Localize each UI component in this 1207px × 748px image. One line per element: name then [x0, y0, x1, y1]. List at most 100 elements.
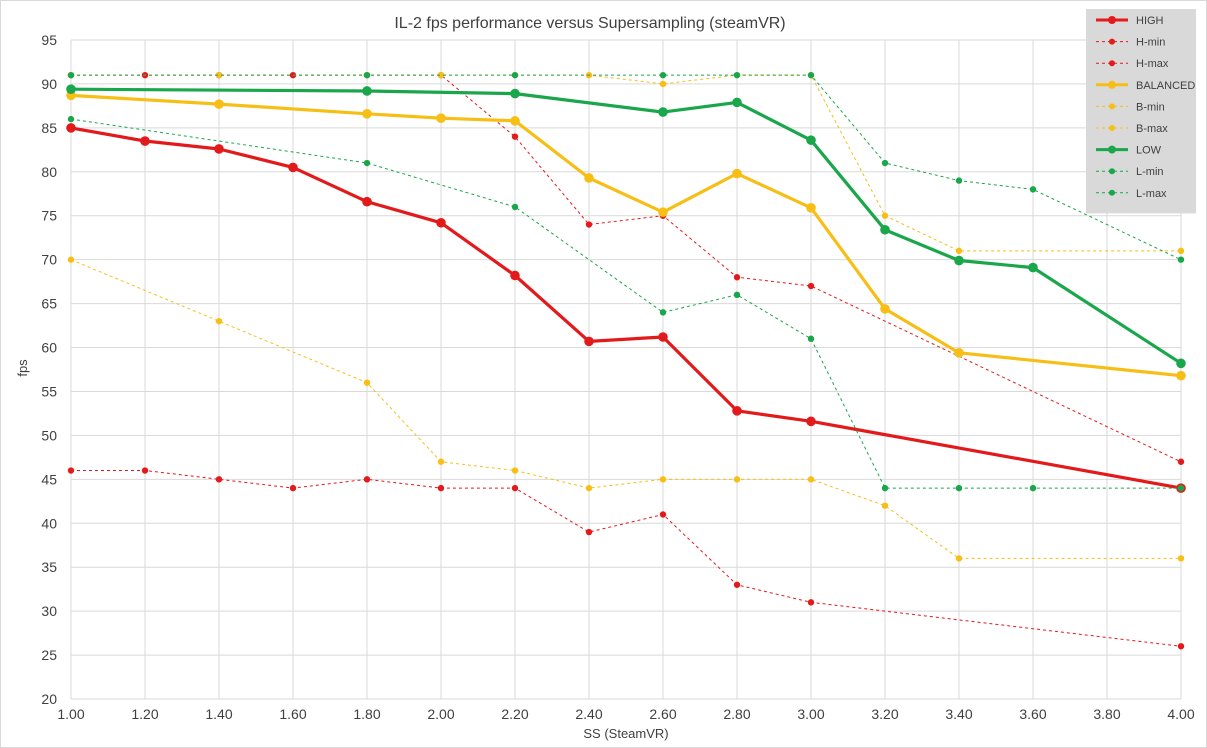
data-point — [67, 256, 75, 263]
axes: 20 25 30 35 40 45 50 55 60 65 70 75 80 85 90 95 1.00 1.20… — [41, 32, 1194, 722]
data-point — [67, 467, 75, 474]
data-point — [1176, 370, 1186, 381]
x-tick-label: 3.80 — [1093, 706, 1120, 722]
data-point — [362, 86, 372, 96]
data-point — [807, 71, 815, 79]
series-balanced — [66, 90, 1186, 381]
legend-item-h-min: H-min — [1096, 37, 1165, 49]
data-point — [436, 217, 446, 228]
data-point — [807, 599, 815, 606]
data-point — [215, 476, 223, 483]
data-point — [289, 484, 297, 492]
data-point — [732, 168, 742, 179]
data-point — [881, 502, 889, 509]
data-point — [806, 135, 816, 145]
legend: HIGH H-min H-max BALANCED B-min B-max LOW L-min… — [1086, 9, 1196, 214]
data-point — [807, 476, 815, 483]
legend-item-high: HIGH — [1096, 15, 1164, 27]
legend-item-h-max: H-max — [1096, 58, 1169, 70]
series-line — [70, 93, 1182, 378]
series-line — [70, 126, 1182, 490]
data-point — [732, 405, 742, 416]
data-point — [1029, 186, 1037, 193]
data-point — [1177, 247, 1185, 255]
data-point — [288, 162, 298, 173]
data-point — [880, 304, 890, 314]
data-point — [362, 109, 372, 119]
data-point — [880, 224, 890, 235]
data-point — [807, 335, 815, 342]
data-point — [659, 309, 667, 316]
legend-label: L-min — [1136, 166, 1164, 178]
data-point — [659, 71, 667, 79]
data-point — [363, 71, 371, 79]
legend-item-balanced: BALANCED — [1096, 80, 1195, 92]
legend-label: H-min — [1136, 37, 1165, 49]
x-tick-label: 3.20 — [871, 706, 898, 722]
legend-swatch-marker — [1108, 16, 1116, 24]
data-point — [585, 528, 593, 536]
series-b-min — [67, 256, 1185, 562]
data-point — [511, 203, 519, 211]
data-point — [1177, 555, 1185, 562]
x-tick-label: 3.40 — [945, 706, 972, 722]
legend-swatch-marker — [1109, 103, 1115, 110]
data-point — [955, 484, 963, 492]
y-tick-label: 90 — [41, 76, 57, 92]
y-tick-label: 25 — [41, 647, 57, 663]
data-point — [1177, 256, 1185, 263]
series-h-min — [67, 467, 1185, 650]
data-point — [658, 107, 668, 117]
legend-swatch-marker — [1109, 38, 1115, 45]
data-point — [954, 348, 964, 358]
data-point — [141, 467, 149, 474]
legend-swatch-marker — [1108, 80, 1116, 89]
legend-item-b-max: B-max — [1096, 123, 1168, 135]
legend-swatch-marker — [1108, 145, 1116, 154]
data-point — [881, 484, 889, 492]
data-point — [585, 484, 593, 492]
data-point — [511, 133, 519, 140]
data-point — [437, 484, 445, 492]
data-point — [215, 71, 223, 79]
legend-swatch-marker — [1109, 60, 1115, 67]
y-tick-label: 70 — [41, 252, 57, 268]
x-tick-label: 3.00 — [797, 706, 824, 722]
x-tick-label: 2.40 — [575, 706, 602, 722]
data-point — [659, 80, 667, 88]
y-tick-label: 80 — [41, 164, 57, 180]
data-point — [510, 88, 520, 99]
y-tick-label: 95 — [41, 32, 57, 48]
x-tick-label: 1.80 — [353, 706, 380, 722]
legend-background — [1086, 9, 1196, 214]
data-point — [881, 212, 889, 219]
data-point — [67, 71, 75, 79]
legend-item-l-min: L-min — [1096, 166, 1164, 178]
data-point — [955, 177, 963, 184]
legend-label: BALANCED — [1136, 80, 1195, 92]
data-point — [436, 113, 446, 124]
data-point — [584, 173, 594, 183]
x-axis-label: SS (SteamVR) — [583, 726, 668, 741]
series-line — [71, 74, 1182, 463]
legend-item-b-min: B-min — [1096, 101, 1165, 113]
x-tick-label: 2.80 — [723, 706, 750, 722]
data-point — [806, 203, 816, 213]
series-low — [66, 84, 1186, 369]
x-tick-label: 1.60 — [279, 706, 306, 722]
data-point — [733, 476, 741, 483]
data-point — [510, 270, 520, 281]
legend-label: LOW — [1136, 145, 1162, 157]
data-point — [955, 247, 963, 255]
x-tick-label: 3.60 — [1019, 706, 1046, 722]
y-tick-label: 30 — [41, 603, 57, 619]
data-point — [1176, 358, 1186, 369]
legend-swatch-marker — [1109, 125, 1115, 131]
data-point — [511, 467, 519, 474]
x-tick-label: 2.60 — [649, 706, 676, 722]
series-line — [70, 118, 1181, 489]
data-point — [733, 291, 741, 299]
y-tick-label: 75 — [41, 208, 57, 224]
data-point — [362, 196, 372, 207]
